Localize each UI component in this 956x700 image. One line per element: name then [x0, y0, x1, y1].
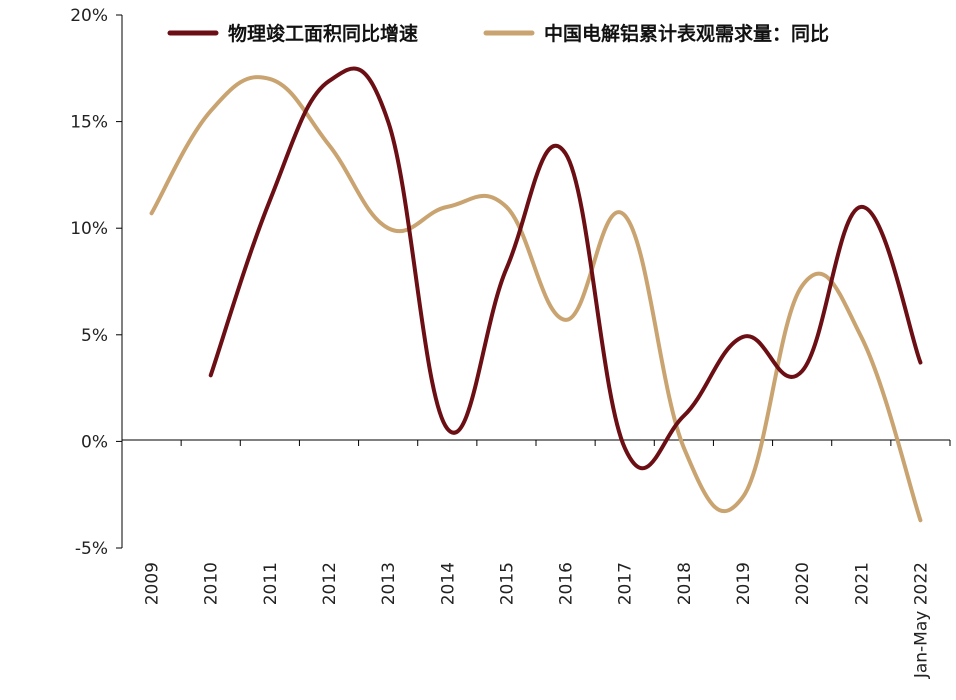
x-tick-label: 2013 — [379, 562, 399, 605]
y-tick-label: 15% — [70, 113, 108, 133]
x-tick-label: 2017 — [616, 562, 636, 605]
series-line-aluminium-demand — [152, 77, 921, 520]
x-tick-label: 2019 — [734, 562, 754, 605]
series-lines — [151, 69, 920, 521]
y-tick-label: 10% — [70, 219, 108, 239]
x-tick-label: 2016 — [557, 562, 577, 605]
y-tick-label: 5% — [81, 326, 108, 346]
x-tick-label: 2012 — [320, 562, 340, 605]
y-tick-label: 20% — [70, 6, 108, 26]
y-tick-label: -5% — [75, 539, 108, 559]
x-tick-label: 2018 — [675, 562, 695, 605]
legend-label: 物理竣工面积同比增速 — [228, 22, 418, 45]
legend-label: 中国电解铝累计表观需求量：同比 — [544, 22, 829, 45]
x-tick-label: 2010 — [202, 562, 222, 605]
x-tick-label: 2009 — [143, 562, 163, 605]
x-tick-label: Jan-May 2022 — [911, 562, 931, 679]
x-tick-label: 2021 — [852, 562, 872, 605]
axes: -5% 0% 5% 10% 15% 20% 2009 2010 2011 2012 2013 2014… — [70, 6, 950, 679]
x-tick-label: 2014 — [438, 562, 458, 605]
x-tick-label: 2011 — [261, 562, 281, 605]
y-tick-label: 0% — [81, 432, 108, 452]
x-tick-label: 2015 — [497, 562, 517, 605]
x-tick-label: 2020 — [793, 562, 813, 605]
legend: 物理竣工面积同比增速 中国电解铝累计表观需求量：同比 — [170, 22, 829, 45]
